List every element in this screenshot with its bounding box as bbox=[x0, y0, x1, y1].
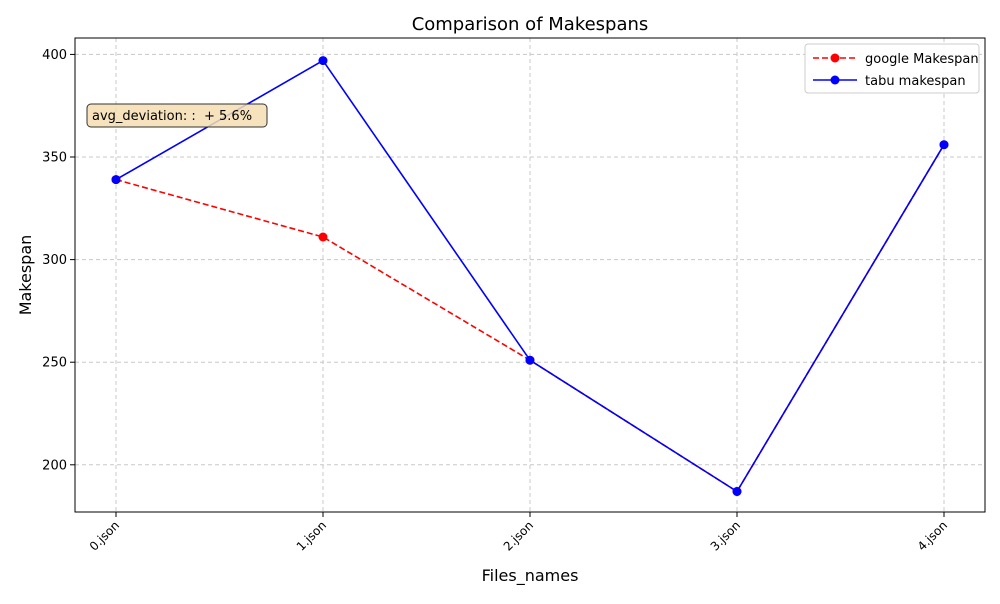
y-tick-label: 250 bbox=[42, 356, 67, 371]
legend-label-google: google Makespan bbox=[865, 52, 979, 67]
legend: google Makespan tabu makespan bbox=[804, 43, 980, 94]
series-markers bbox=[111, 56, 949, 496]
annotation-text: avg_deviation: : + 5.6% bbox=[92, 109, 252, 124]
data-point-marker bbox=[939, 140, 949, 150]
data-point-marker bbox=[318, 56, 328, 66]
data-point-marker bbox=[318, 232, 328, 242]
legend-marker-tabu bbox=[830, 75, 840, 85]
data-point-marker bbox=[525, 355, 535, 365]
annotation-box bbox=[86, 103, 268, 128]
data-point-marker bbox=[732, 487, 742, 496]
y-tick-label: 200 bbox=[42, 458, 67, 473]
y-tick-label: 350 bbox=[42, 151, 67, 166]
legend-label-tabu: tabu makespan bbox=[865, 74, 966, 89]
chart-title: Comparison of Makespans bbox=[412, 14, 649, 35]
y-tick-label: 300 bbox=[42, 253, 67, 268]
y-tick-label: 400 bbox=[42, 48, 67, 63]
y-axis-label: Makespan bbox=[16, 235, 35, 316]
x-axis-label: Files_names bbox=[482, 566, 579, 586]
avg-deviation-annotation: avg_deviation: : + 5.6% bbox=[86, 103, 268, 128]
legend-marker-google bbox=[830, 53, 840, 63]
data-point-marker bbox=[111, 175, 121, 185]
